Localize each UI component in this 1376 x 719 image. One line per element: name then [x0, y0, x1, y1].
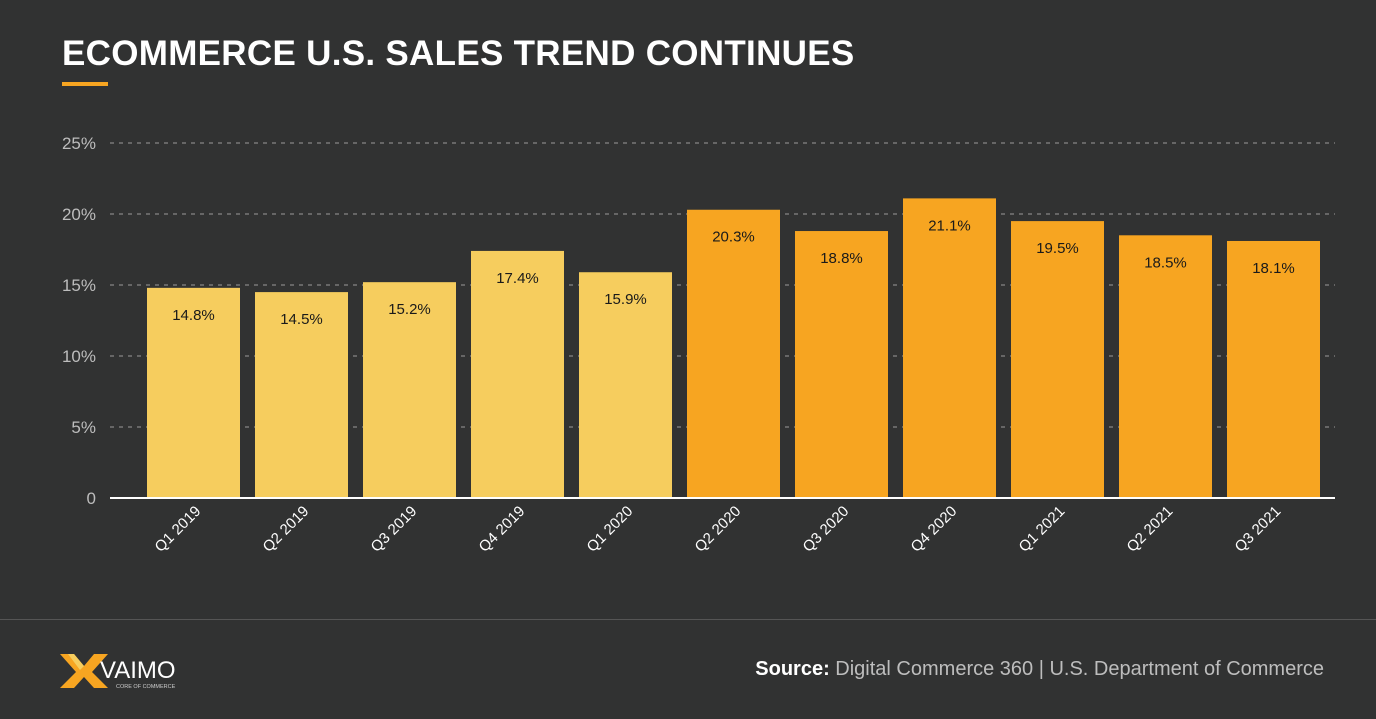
logo-text: VAIMO — [100, 657, 176, 684]
footer-divider — [0, 619, 1376, 620]
bar-chart: 0 5% 10% 15% 20% 25% 14.8% Q1 2019 14.5% Q2 2019 1… — [62, 134, 1335, 556]
bar — [1227, 240, 1320, 499]
y-tick-label: 0 — [87, 489, 96, 508]
x-tick-label: Q4 2020 — [908, 503, 961, 556]
x-tick-label: Q1 2020 — [584, 503, 637, 556]
y-tick-label: 20% — [62, 205, 96, 224]
y-tick-label: 15% — [62, 276, 96, 295]
x-tick-label: Q2 2021 — [1124, 503, 1177, 556]
bar — [687, 209, 780, 499]
data-label: 14.8% — [172, 307, 215, 324]
x-tick-label: Q3 2020 — [800, 503, 853, 556]
bar — [255, 292, 348, 498]
data-label: 15.2% — [388, 301, 431, 318]
x-tick-label: Q2 2020 — [692, 503, 745, 556]
bar — [579, 272, 672, 498]
bar — [795, 231, 888, 499]
x-tick-label: Q1 2021 — [1016, 503, 1069, 556]
data-label: 18.5% — [1144, 254, 1187, 271]
x-tick-label: Q2 2019 — [260, 503, 313, 556]
data-label: 17.4% — [496, 270, 539, 287]
bar — [1011, 221, 1104, 498]
source-text: Digital Commerce 360 | U.S. Department o… — [835, 658, 1324, 680]
y-tick-label: 25% — [62, 134, 96, 153]
logo-tagline: CORE OF COMMERCE — [116, 684, 176, 690]
data-label: 18.1% — [1252, 260, 1295, 277]
data-label: 19.5% — [1036, 240, 1079, 257]
title-underline — [62, 82, 108, 86]
y-tick-label: 5% — [71, 418, 96, 437]
x-tick-label: Q1 2019 — [152, 503, 205, 556]
x-tick-label: Q3 2019 — [368, 503, 421, 556]
bar — [363, 282, 456, 498]
bar — [147, 287, 240, 498]
data-label: 15.9% — [604, 291, 647, 308]
source-label: Source: — [755, 658, 830, 680]
x-tick-label: Q3 2021 — [1232, 503, 1285, 556]
source-note: Source: Digital Commerce 360 | U.S. Depa… — [755, 658, 1324, 681]
x-tick-label: Q4 2019 — [476, 503, 529, 556]
bar — [1119, 235, 1212, 499]
vaimo-logo: VAIMO CORE OF COMMERCE — [60, 652, 190, 697]
vaimo-x-icon — [60, 654, 108, 688]
data-label: 14.5% — [280, 311, 323, 328]
y-tick-label: 10% — [62, 347, 96, 366]
data-label: 18.8% — [820, 250, 863, 267]
data-label: 21.1% — [928, 217, 971, 234]
bar — [471, 250, 564, 498]
bar — [903, 198, 996, 498]
chart-title: ECOMMERCE U.S. SALES TREND CONTINUES — [62, 34, 855, 73]
data-label: 20.3% — [712, 229, 755, 246]
